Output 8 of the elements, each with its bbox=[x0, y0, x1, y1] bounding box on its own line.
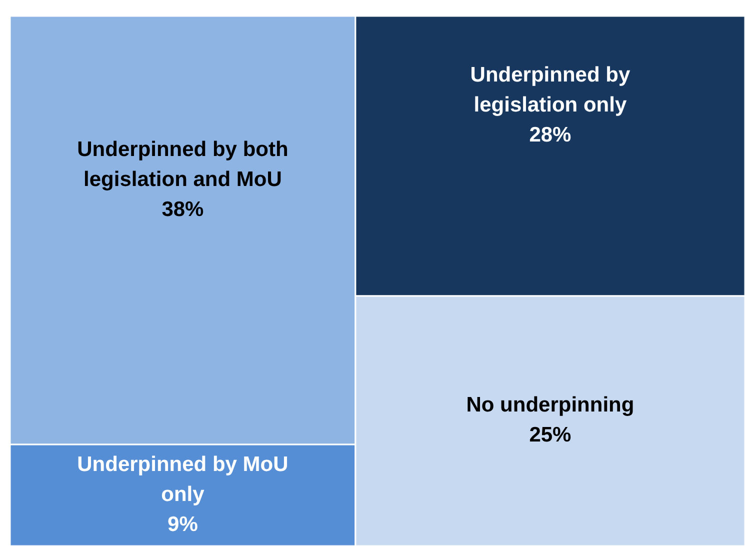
data-label: 9% bbox=[168, 512, 198, 536]
category-label: Underpinned by both legislation and MoU bbox=[77, 138, 288, 191]
data-label: 38% bbox=[162, 198, 204, 221]
data-label: 25% bbox=[529, 424, 572, 447]
category-label: Underpinned by legislation only bbox=[470, 64, 630, 117]
category-label: Underpinned by MoU only bbox=[77, 452, 288, 506]
category-label: No underpinning bbox=[466, 394, 634, 417]
data-label: 28% bbox=[529, 124, 572, 147]
